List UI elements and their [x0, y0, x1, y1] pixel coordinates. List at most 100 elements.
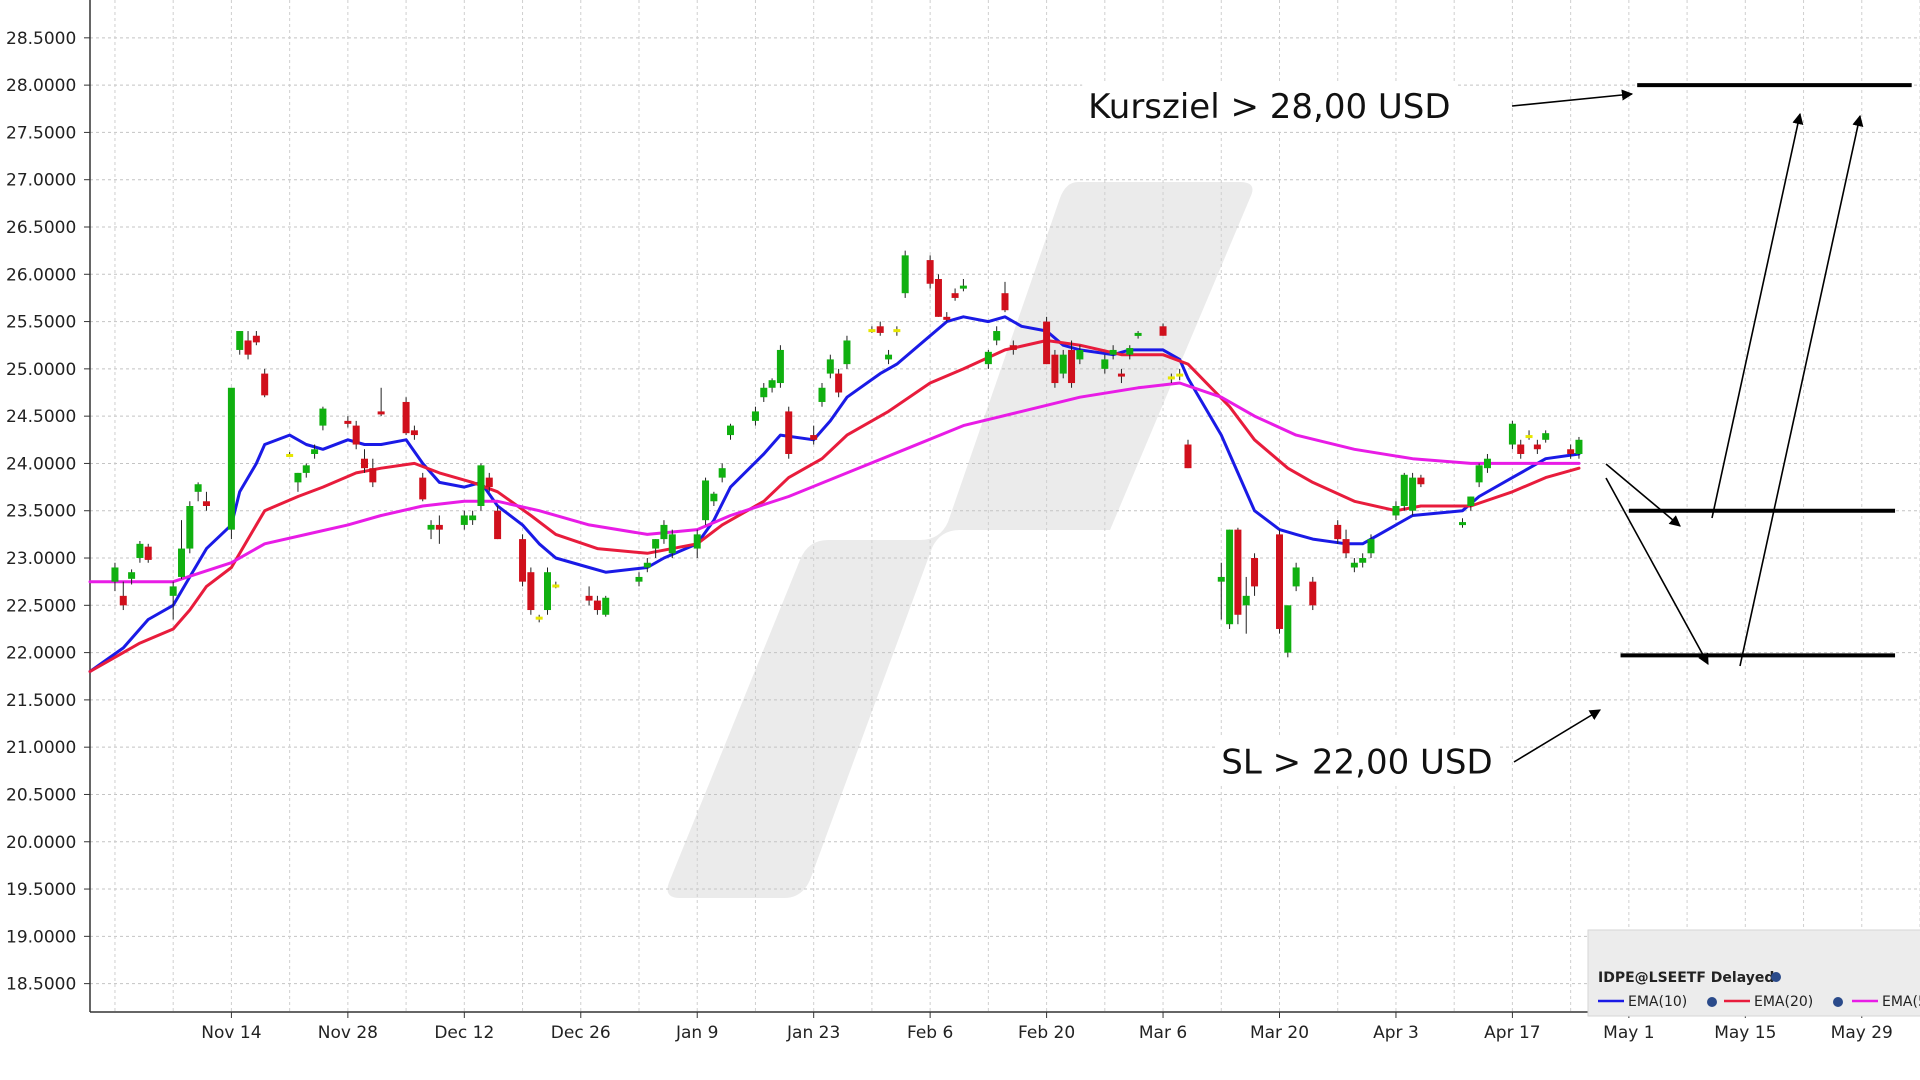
y-tick-label-6: 25.5000	[6, 313, 76, 333]
candle-body-32	[477, 465, 485, 506]
y-tick-label-3: 27.0000	[6, 171, 76, 191]
candle-body-78	[1051, 354, 1059, 384]
arrow-4	[1739, 114, 1864, 667]
y-tick-label-5: 26.0000	[6, 265, 76, 285]
candle-body-39	[552, 584, 560, 588]
candle-body-12	[244, 340, 252, 355]
ema-line-2	[88, 381, 1581, 584]
candle-body-119	[1575, 439, 1583, 454]
candle-body-64	[876, 326, 884, 333]
candle-body-5	[169, 586, 177, 596]
candle-body-25	[402, 401, 410, 434]
candle-body-21	[352, 425, 360, 445]
candle-body-60	[826, 359, 834, 374]
candle-body-4	[144, 546, 152, 560]
candle-body-91	[1217, 576, 1225, 582]
candle-body-108	[1417, 477, 1425, 485]
y-tick-label-14: 21.5000	[6, 691, 76, 711]
candle-body-75	[1001, 293, 1009, 311]
candle-body-94	[1242, 595, 1250, 606]
candle-body-80	[1068, 349, 1076, 384]
legend-item-1: EMA(20)	[1754, 994, 1813, 1010]
candle-body-70	[943, 316, 951, 320]
level-lines	[1620, 83, 1912, 658]
candle-body-105	[1392, 506, 1400, 516]
candle-body-57	[785, 411, 793, 454]
candle-body-40	[585, 595, 593, 601]
x-tick-label-4: Jan 9	[675, 1023, 718, 1043]
candle-body-27	[419, 477, 427, 500]
candle-body-10	[227, 387, 235, 530]
candle-body-52	[727, 425, 734, 436]
candle-body-0	[111, 567, 119, 582]
candle-body-67	[901, 255, 909, 294]
y-tick-label-8: 24.5000	[6, 407, 76, 427]
candle-body-44	[643, 562, 651, 568]
arrow-1	[1605, 463, 1681, 527]
candle-body-86	[1134, 332, 1142, 336]
candle-body-63	[868, 329, 876, 333]
candle-body-56	[776, 349, 784, 384]
candle-body-20	[344, 420, 352, 424]
candle-body-6	[178, 548, 185, 577]
y-tick-label-7: 25.0000	[6, 360, 76, 380]
legend-item-icon-0	[1707, 997, 1717, 1007]
y-tick-label-11: 23.0000	[6, 549, 76, 569]
candle-body-73	[984, 351, 992, 365]
candle-body-41	[593, 600, 601, 611]
y-tick-label-9: 24.0000	[6, 454, 76, 474]
y-tick-label-18: 19.5000	[6, 880, 76, 900]
x-tick-label-10: Apr 3	[1373, 1023, 1419, 1043]
candle-body-72	[959, 285, 967, 289]
candle-body-51	[718, 468, 726, 478]
y-tick-label-0: 28.5000	[6, 29, 76, 49]
candle-body-2	[128, 572, 136, 579]
x-tick-label-3: Dec 26	[551, 1023, 611, 1043]
candle-body-74	[993, 331, 1001, 341]
candle-body-3	[136, 543, 144, 559]
legend-item-0: EMA(10)	[1628, 994, 1687, 1010]
candle-body-101	[1342, 539, 1350, 554]
candle-body-98	[1292, 567, 1300, 587]
y-tick-label-2: 27.5000	[6, 123, 76, 143]
candle-body-97	[1284, 605, 1292, 653]
candle-body-83	[1109, 349, 1117, 355]
candle-body-55	[768, 380, 776, 388]
y-tick-label-20: 18.5000	[6, 975, 76, 995]
candle-body-65	[885, 354, 893, 360]
candle-body-84	[1117, 373, 1125, 377]
candle-body-36	[527, 572, 535, 611]
x-tick-label-12: May 1	[1603, 1023, 1654, 1043]
candle-body-34	[494, 510, 502, 540]
legend-item-icon-1	[1833, 997, 1843, 1007]
candle-body-61	[835, 373, 843, 393]
candle-body-76	[1009, 345, 1017, 350]
candle-body-77	[1043, 321, 1051, 365]
y-tick-label-16: 20.5000	[6, 785, 76, 805]
y-tick-label-4: 26.5000	[6, 218, 76, 238]
y-tick-label-15: 21.0000	[6, 738, 76, 758]
candle-body-37	[535, 616, 543, 620]
candle-body-50	[710, 493, 718, 502]
candle-body-82	[1101, 359, 1109, 369]
y-tick-label-12: 22.5000	[6, 596, 76, 616]
candle-body-116	[1533, 444, 1541, 450]
candle-body-99	[1309, 581, 1317, 606]
candle-body-117	[1542, 433, 1550, 440]
candle-body-102	[1350, 562, 1358, 568]
candle-body-14	[261, 373, 269, 396]
candle-body-81	[1076, 349, 1084, 360]
candle-body-79	[1059, 354, 1067, 374]
candle-body-118	[1567, 449, 1575, 454]
x-tick-label-13: May 15	[1714, 1023, 1776, 1043]
candle-body-54	[760, 387, 768, 398]
candle-body-71	[951, 293, 959, 298]
candle-body-11	[236, 331, 244, 350]
annotation-arrows	[1511, 89, 1864, 763]
candle-body-47	[668, 534, 676, 554]
candle-body-109	[1459, 522, 1466, 526]
candle-body-18	[311, 449, 319, 454]
annotation-bg-0	[1082, 82, 1457, 131]
x-tick-label-7: Feb 20	[1018, 1023, 1075, 1043]
y-tick-label-19: 19.0000	[6, 927, 76, 947]
